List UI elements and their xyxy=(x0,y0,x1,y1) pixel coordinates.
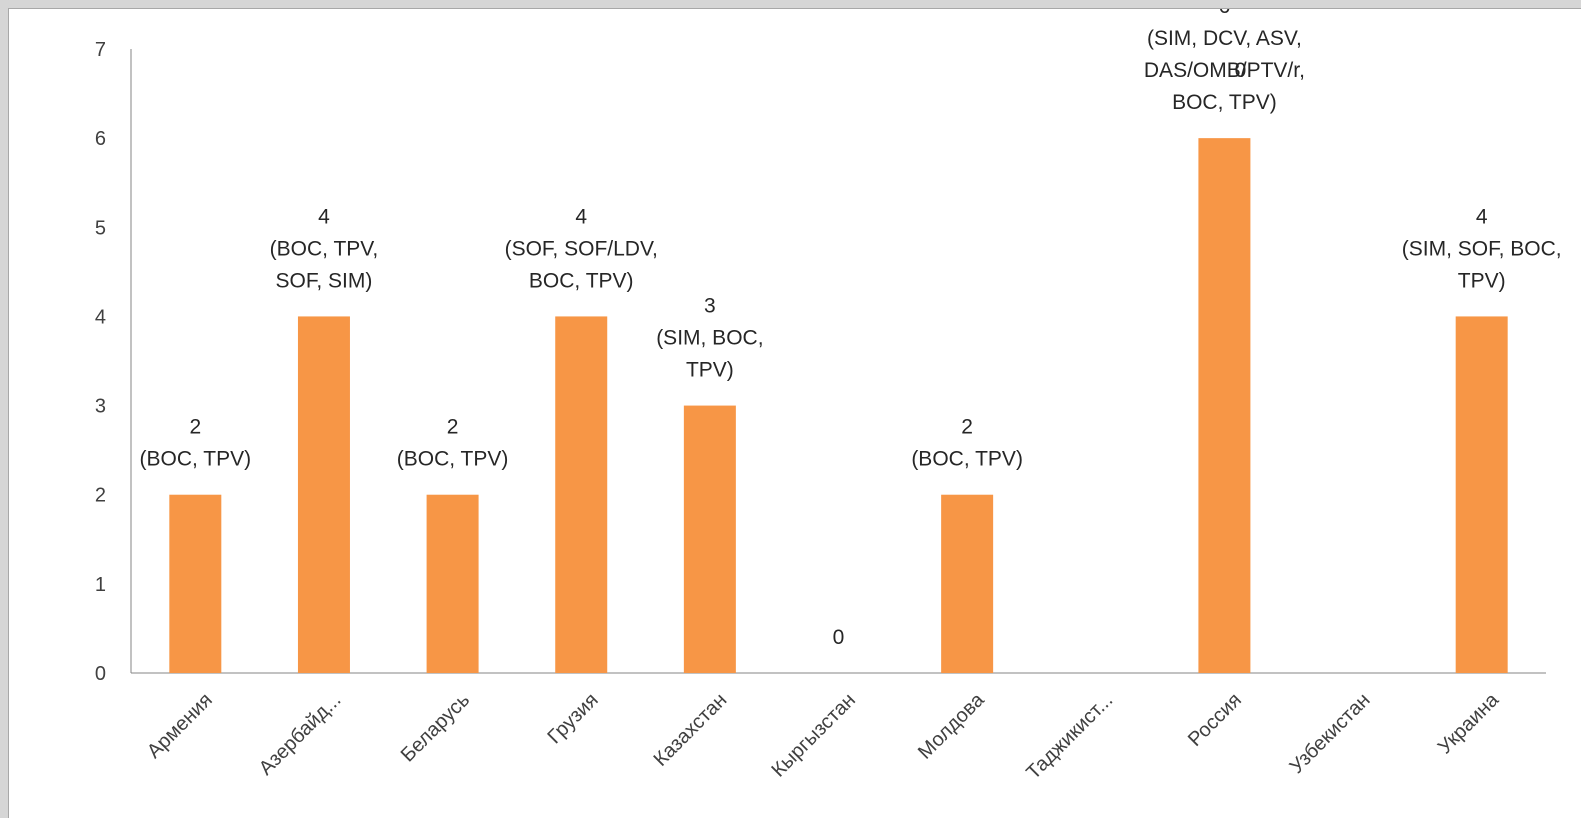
bar xyxy=(426,494,479,673)
data-label-value: 0 xyxy=(1235,59,1247,82)
data-label: (BOC, TPV) xyxy=(911,448,1023,471)
bar xyxy=(555,316,608,673)
y-tick-label: 3 xyxy=(95,396,106,418)
data-label: (BOC, TPV, xyxy=(270,237,379,260)
data-label: 0 xyxy=(833,626,845,649)
data-label: 2 xyxy=(189,416,201,439)
data-label: 4 xyxy=(1476,205,1488,228)
x-category-label: Грузия xyxy=(544,689,603,748)
data-label: DAS/OMB/PTV/r, xyxy=(1144,59,1305,82)
bar-chart: 0 1 2 3 4 5 6 7 2 (BOC, TPV) 4 (BOC, TPV, SOF, SIM)… xyxy=(95,8,1562,784)
chart-bars xyxy=(169,138,1508,674)
bar xyxy=(1198,138,1251,674)
chart-data-labels: 2 (BOC, TPV) 4 (BOC, TPV, SOF, SIM) 2 (BOC, TP… xyxy=(140,8,1562,649)
data-label: 3 xyxy=(704,295,716,318)
bar xyxy=(169,494,222,673)
y-tick-label: 6 xyxy=(95,128,106,150)
x-category-label: Кыргызстан xyxy=(767,689,860,782)
data-label: 2 xyxy=(447,416,459,439)
data-label: BOC, TPV) xyxy=(529,269,634,292)
y-tick-label: 0 xyxy=(95,663,106,685)
bar xyxy=(297,316,350,673)
bar xyxy=(1455,316,1508,673)
x-category-label: Узбекистан xyxy=(1286,689,1375,778)
x-category-label: Молдова xyxy=(914,688,989,763)
x-category-label: Беларусь xyxy=(397,689,474,766)
data-label: 4 xyxy=(575,205,587,228)
x-category-label: Россия xyxy=(1184,689,1246,751)
x-category-label: Украина xyxy=(1434,688,1504,758)
data-label: 6 xyxy=(1219,8,1231,18)
data-label: (BOC, TPV) xyxy=(140,448,252,471)
x-category-label: Армения xyxy=(143,689,217,763)
data-label: (SOF, SOF/LDV, xyxy=(505,237,658,260)
y-tick-label: 1 xyxy=(95,574,106,596)
x-category-label: Казахстан xyxy=(650,689,732,771)
y-tick-label: 5 xyxy=(95,217,106,239)
data-label: (SIM, DCV, ASV, xyxy=(1147,27,1302,50)
data-label: BOC, TPV) xyxy=(1172,91,1277,114)
data-label: (BOC, TPV) xyxy=(397,448,509,471)
chart-frame: 0 1 2 3 4 5 6 7 2 (BOC, TPV) 4 (BOC, TPV, SOF, SIM)… xyxy=(8,8,1581,818)
chart-axes: 0 1 2 3 4 5 6 7 xyxy=(95,39,1546,685)
data-label: (SIM, BOC, xyxy=(656,327,763,350)
y-tick-label: 2 xyxy=(95,485,106,507)
data-label: TPV) xyxy=(686,359,734,382)
chart-category-labels: Армения Азербайд... Беларусь Грузия Казахста… xyxy=(143,688,1504,784)
data-label: TPV) xyxy=(1458,269,1506,292)
y-tick-label: 4 xyxy=(95,306,106,328)
x-category-label: Азербайд... xyxy=(255,689,346,780)
data-label: SOF, SIM) xyxy=(276,269,373,292)
bar xyxy=(941,494,994,673)
data-label: 4 xyxy=(318,205,330,228)
data-label: 2 xyxy=(961,416,973,439)
x-category-label: Таджикист... xyxy=(1022,689,1117,784)
data-label: (SIM, SOF, BOC, xyxy=(1402,237,1562,260)
bar xyxy=(683,405,736,673)
y-tick-label: 7 xyxy=(95,39,106,61)
